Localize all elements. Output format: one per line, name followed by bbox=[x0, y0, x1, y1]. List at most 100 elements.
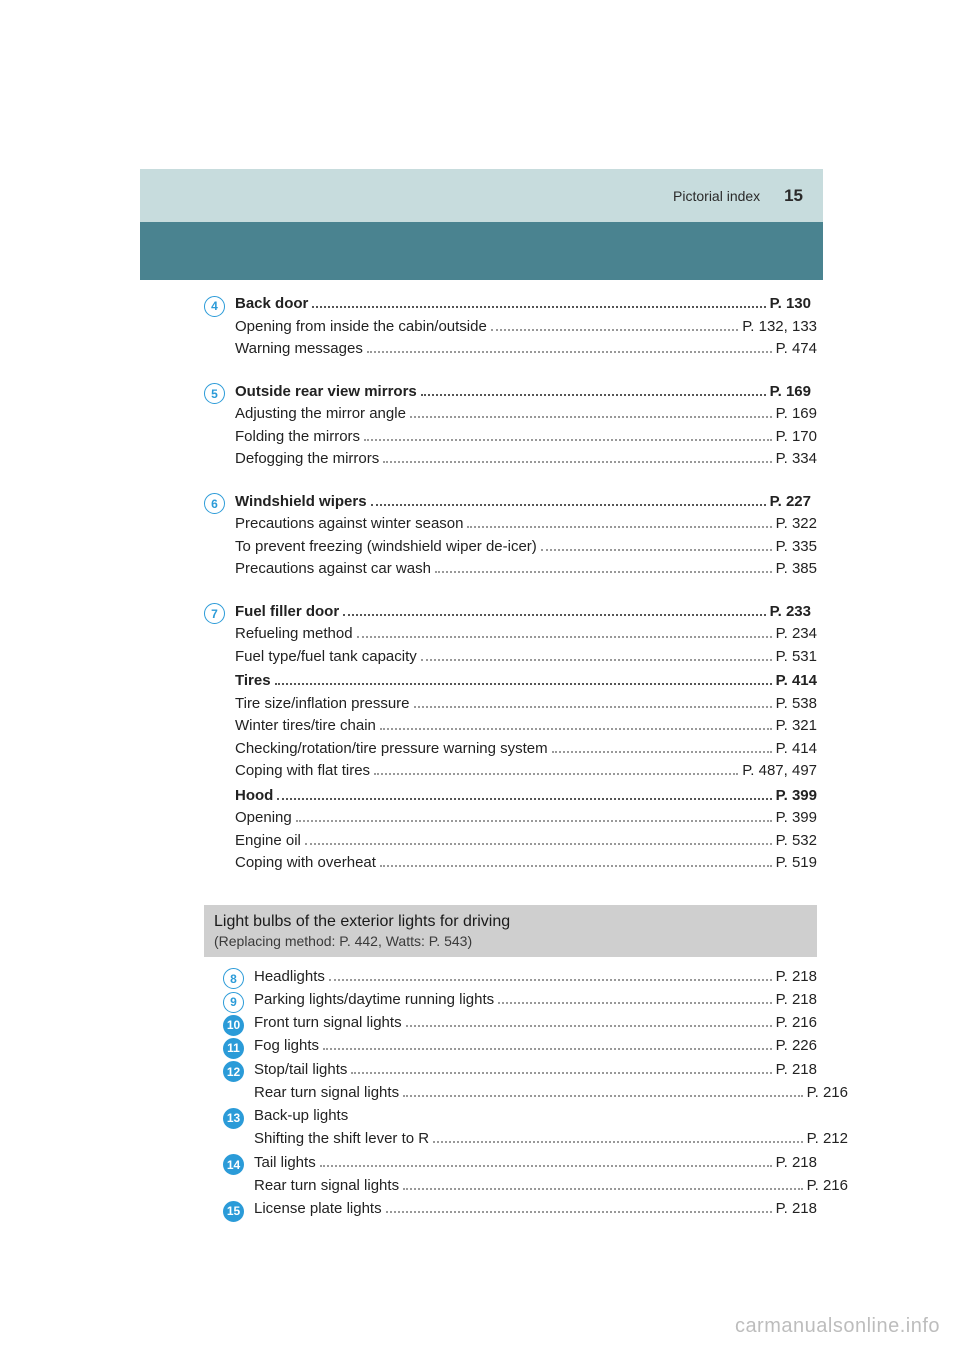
leader-dots bbox=[374, 773, 738, 775]
leader-dots bbox=[380, 728, 772, 730]
leader-dots bbox=[380, 865, 772, 867]
leader-dots bbox=[414, 706, 772, 708]
number-badge-icon: 7 bbox=[204, 603, 225, 624]
leader-dots bbox=[421, 659, 772, 661]
entry-page: P. 399 bbox=[776, 785, 817, 808]
entry-label: Fuel filler door bbox=[235, 601, 339, 624]
leader-dots bbox=[329, 979, 772, 981]
sub-page: P. 531 bbox=[776, 646, 817, 669]
number-badge-icon: 12 bbox=[223, 1061, 244, 1082]
entry-page: P. 130 bbox=[770, 293, 811, 316]
leader-dots bbox=[277, 798, 771, 800]
entry-page: P. 233 bbox=[770, 601, 811, 624]
light-label: Fog lights bbox=[254, 1034, 319, 1057]
entry-label: Windshield wipers bbox=[235, 491, 367, 514]
leader-dots bbox=[351, 1072, 771, 1074]
lights-list: 8 Headlights P. 218 9 Parking lights/daytim… bbox=[223, 965, 817, 1221]
light-label: Tail lights bbox=[254, 1151, 316, 1174]
index-entry: 6 Windshield wipers P. 227 Precautions a… bbox=[210, 491, 817, 581]
sub-label: Winter tires/tire chain bbox=[235, 715, 376, 738]
leader-dots bbox=[312, 306, 765, 308]
entry-label: Outside rear view mirrors bbox=[235, 381, 417, 404]
header-dark-bar bbox=[140, 222, 823, 280]
sub-page: P. 487, 497 bbox=[742, 760, 817, 783]
entry-page: P. 169 bbox=[770, 381, 811, 404]
light-label: License plate lights bbox=[254, 1197, 382, 1220]
sub-label: Adjusting the mirror angle bbox=[235, 403, 406, 426]
sub-label: Engine oil bbox=[235, 830, 301, 853]
sub-page: P. 322 bbox=[776, 513, 817, 536]
sub-label: Coping with flat tires bbox=[235, 760, 370, 783]
page-container: { "colors": { "header_light_bg": "#c7dcd… bbox=[0, 0, 960, 1358]
header-light-bar: Pictorial index 15 bbox=[140, 169, 823, 222]
number-badge-icon: 5 bbox=[204, 383, 225, 404]
index-entry: Tires P. 414 Tire size/inflation pressur… bbox=[235, 670, 817, 783]
leader-dots bbox=[433, 1141, 802, 1143]
page-number: 15 bbox=[784, 186, 803, 205]
sub-label: Defogging the mirrors bbox=[235, 448, 379, 471]
light-label: Front turn signal lights bbox=[254, 1011, 402, 1034]
leader-dots bbox=[367, 351, 772, 353]
sub-label: Opening bbox=[235, 807, 292, 830]
number-badge-icon: 9 bbox=[223, 992, 244, 1013]
light-label: Headlights bbox=[254, 965, 325, 988]
sub-page: P. 334 bbox=[776, 448, 817, 471]
entry-label: Tires bbox=[235, 670, 271, 693]
number-badge-icon: 6 bbox=[204, 493, 225, 514]
light-page: P. 226 bbox=[776, 1034, 817, 1057]
light-label: Parking lights/daytime running lights bbox=[254, 988, 494, 1011]
sub-page: P. 385 bbox=[776, 558, 817, 581]
sub-page: P. 532 bbox=[776, 830, 817, 853]
number-badge-icon: 13 bbox=[223, 1108, 244, 1129]
header-text-group: Pictorial index 15 bbox=[673, 186, 803, 206]
sub-label: Precautions against winter season bbox=[235, 513, 463, 536]
number-badge-icon: 14 bbox=[223, 1154, 244, 1175]
index-entry: 5 Outside rear view mirrors P. 169 Adjus… bbox=[210, 381, 817, 471]
sub-label: Warning messages bbox=[235, 338, 363, 361]
leader-dots bbox=[410, 416, 772, 418]
entry-page: P. 227 bbox=[770, 491, 811, 514]
sub-page: P. 399 bbox=[776, 807, 817, 830]
number-badge-icon: 8 bbox=[223, 968, 244, 989]
sub-label: To prevent freezing (windshield wiper de… bbox=[235, 536, 537, 559]
leader-dots bbox=[343, 614, 765, 616]
leader-dots bbox=[403, 1188, 802, 1190]
sub-label: Fuel type/fuel tank capacity bbox=[235, 646, 417, 669]
number-badge-icon: 11 bbox=[223, 1038, 244, 1059]
light-page: P. 218 bbox=[776, 965, 817, 988]
leader-dots bbox=[275, 683, 772, 685]
sub-label: Refueling method bbox=[235, 623, 353, 646]
leader-dots bbox=[467, 526, 771, 528]
light-page: P. 218 bbox=[776, 988, 817, 1011]
leader-dots bbox=[357, 636, 772, 638]
sub-page: P. 170 bbox=[776, 426, 817, 449]
sub-page: P. 321 bbox=[776, 715, 817, 738]
light-label: Rear turn signal lights bbox=[254, 1081, 399, 1104]
section-title: Pictorial index bbox=[673, 188, 760, 204]
sub-page: P. 234 bbox=[776, 623, 817, 646]
callout-sub: (Replacing method: P. 442, Watts: P. 543… bbox=[214, 933, 801, 949]
sub-label: Coping with overheat bbox=[235, 852, 376, 875]
leader-dots bbox=[421, 394, 766, 396]
leader-dots bbox=[491, 329, 738, 331]
leader-dots bbox=[323, 1048, 772, 1050]
sub-page: P. 519 bbox=[776, 852, 817, 875]
leader-dots bbox=[403, 1095, 802, 1097]
light-page: P. 218 bbox=[776, 1151, 817, 1174]
callout-box: Light bulbs of the exterior lights for d… bbox=[204, 905, 817, 957]
leader-dots bbox=[498, 1002, 771, 1004]
leader-dots bbox=[296, 820, 772, 822]
index-entry: 7 Fuel filler door P. 233 Refueling meth… bbox=[210, 601, 817, 669]
leader-dots bbox=[364, 439, 772, 441]
footer-watermark: carmanualsonline.info bbox=[735, 1315, 940, 1338]
light-label: Back-up lights bbox=[254, 1104, 348, 1127]
sub-label: Checking/rotation/tire pressure warning … bbox=[235, 738, 548, 761]
light-page: P. 212 bbox=[807, 1127, 848, 1150]
sub-label: Opening from inside the cabin/outside bbox=[235, 316, 487, 339]
sub-page: P. 132, 133 bbox=[742, 316, 817, 339]
sub-page: P. 169 bbox=[776, 403, 817, 426]
light-page: P. 218 bbox=[776, 1197, 817, 1220]
sub-label: Precautions against car wash bbox=[235, 558, 431, 581]
light-page: P. 216 bbox=[807, 1081, 848, 1104]
leader-dots bbox=[552, 751, 772, 753]
